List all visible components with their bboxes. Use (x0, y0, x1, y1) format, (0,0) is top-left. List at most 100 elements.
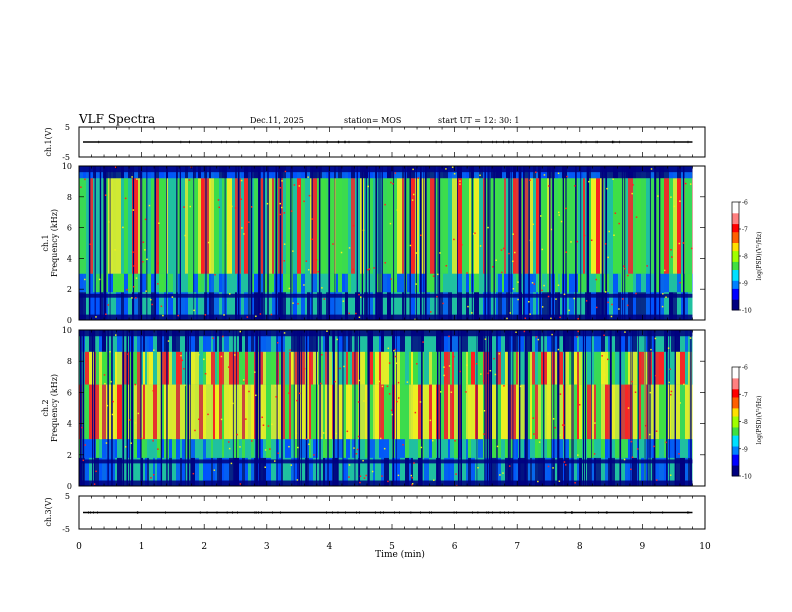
ch1-spectrogram-cell (116, 273, 121, 293)
ch1-spectrogram-cell (113, 292, 116, 320)
figure-title: VLF Spectra (78, 112, 155, 126)
ch2-spectrogram-cell (350, 384, 352, 440)
ch2-spectrogram-cell (475, 439, 478, 458)
ch2-spectrogram-hot-pixel (577, 454, 579, 456)
ch2-spectrogram-hot-pixel (346, 430, 349, 433)
ch2-spectrogram-cell (259, 384, 263, 440)
ch2-spectrogram-hot-pixel (267, 425, 270, 427)
ch2-spectrogram-hot-pixel (655, 430, 658, 432)
ch2-spectrogram-cell (454, 457, 458, 486)
ch1-spectrogram-cell (542, 273, 547, 293)
ch2-spectrogram-cell (492, 330, 496, 352)
ch2-spectrogram-cell (655, 384, 659, 440)
ch1-spectrogram-cell (583, 273, 585, 293)
ch2-spectrogram-cell (117, 439, 122, 458)
ch2-spectrogram-hot-pixel (321, 353, 323, 356)
ch1-spectrogram-hot-pixel (514, 251, 516, 254)
ch2-spectrogram-hot-pixel (115, 334, 117, 336)
ch2-spectrogram-cell (350, 457, 352, 486)
ch2-spectrogram-cell (222, 439, 224, 458)
ch2-spectrogram-cell (659, 384, 664, 440)
ch2-spectrogram-cell (89, 330, 94, 352)
ch2-spectrogram-hot-pixel (356, 448, 359, 451)
ch2-spectrogram-cell (620, 439, 625, 458)
ch2-spectrogram-cell (429, 457, 432, 486)
ch1-spectrogram-colorbar-swatch (732, 207, 739, 211)
ch2-spectrogram-cell (259, 439, 263, 458)
ch2-spectrogram-cell (271, 384, 276, 440)
ch2-spectrogram-cell (596, 330, 601, 352)
ch1-spectrogram-hot-pixel (108, 221, 110, 223)
ch2-spectrogram-cell (563, 384, 565, 440)
ch2-spectrogram-hot-pixel (397, 381, 400, 384)
ch1-spectrogram-hot-pixel (529, 179, 531, 181)
ch2-spectrogram-hot-pixel (443, 366, 445, 368)
ch2-spectrogram-cell (610, 384, 615, 440)
ch1-spectrogram-cell (538, 273, 540, 293)
ch2-spectrogram-cell (343, 457, 346, 486)
ch2-spectrogram-cell (149, 384, 153, 440)
ch2-spectrogram-colorbar-swatch (732, 432, 739, 436)
ch2-spectrogram-hot-pixel (630, 468, 632, 471)
ch1-spectrogram-cell (596, 273, 600, 293)
ch1-spectrogram-cell (504, 178, 506, 274)
ch1-spectrogram-cell (669, 292, 673, 320)
ch1-spectrogram-hot-pixel (650, 168, 653, 170)
ch2-spectrogram-hot-pixel (105, 442, 108, 444)
ch2-spectrogram-cell (594, 351, 596, 385)
ch2-spectrogram-cell (169, 351, 172, 385)
ch2-spectrogram-cell (263, 457, 266, 486)
ch1-spectrogram-cell (232, 178, 235, 274)
ch2-spectrogram-cell (213, 384, 215, 440)
ch2-spectrogram-cell (206, 351, 211, 385)
ch1-spectrogram-cell (96, 292, 100, 320)
ch2-spectrogram-cell (365, 457, 369, 486)
ch2-spectrogram-cell (685, 384, 688, 440)
ch1-spectrogram-cell (591, 292, 596, 320)
ch2-spectrogram-cell (155, 330, 157, 352)
ch1-spectrogram-cell (542, 292, 547, 320)
ch1-spectrogram-colorbar-tick-label: -7 (742, 227, 748, 234)
ch2-spectrogram-cell (245, 384, 248, 440)
ch2-spectrogram-colorbar-swatch (732, 394, 739, 398)
ch2-spectrogram-cell (239, 439, 242, 458)
ch2-spectrogram-cell (462, 439, 466, 458)
ch2-spectrogram-hot-pixel (390, 409, 393, 412)
ch2-spectrogram-hot-pixel (558, 480, 561, 483)
ch2-spectrogram-cell (172, 351, 176, 385)
ch2-spectrogram-cell (335, 351, 338, 385)
ch2-spectrogram-cell (360, 457, 365, 486)
ch1-spectrogram-cell (491, 273, 496, 293)
ch2-spectrogram-cell (444, 330, 448, 352)
ch2-spectrogram-cell (381, 384, 384, 440)
ch2-spectrogram-cell (122, 384, 127, 440)
ch2-spectrogram-cell (413, 330, 418, 352)
ch2-spectrogram-cell (251, 351, 254, 385)
ch2-spectrogram-hot-pixel (667, 347, 670, 349)
ch2-spectrogram-hot-pixel (296, 446, 299, 449)
ch2-spectrogram-cell (538, 457, 541, 486)
ch2-spectrogram-hot-pixel (537, 338, 540, 341)
ch1-spectrogram-hot-pixel (524, 317, 527, 320)
ch2-spectrogram-cell (325, 351, 329, 385)
ch1-spectrogram-hot-pixel (415, 252, 418, 254)
ch1-spectrogram-hot-pixel (547, 295, 550, 298)
ch2-spectrogram-cell (405, 384, 409, 440)
ch1-spectrogram-hot-pixel (384, 203, 386, 206)
ch2-spectrogram-cell (608, 330, 610, 352)
ch1-spectrogram-cell (338, 178, 342, 274)
ch2-spectrogram-cell (360, 439, 365, 458)
ch2-spectrogram-cell (266, 351, 271, 385)
ch2-spectrogram-cell (545, 457, 547, 486)
ch2-spectrogram-cell (365, 384, 369, 440)
ch1-spectrogram-hot-pixel (557, 172, 560, 175)
ch1-spectrogram-cell (286, 178, 291, 274)
ch1-spectrogram-cell (297, 273, 301, 293)
ch1-colorbar-label: log(PSD)(V²/Hz) (756, 232, 763, 281)
ch2-spectrogram-cell (541, 384, 545, 440)
ch2-spectrogram-hot-pixel (261, 416, 263, 419)
ch1-spectrogram-cell (516, 178, 520, 274)
ch1-spectrogram-hot-pixel (500, 249, 503, 251)
ch1-spectrogram-cell (522, 273, 524, 293)
ch2-spectrogram-cell (242, 330, 245, 352)
